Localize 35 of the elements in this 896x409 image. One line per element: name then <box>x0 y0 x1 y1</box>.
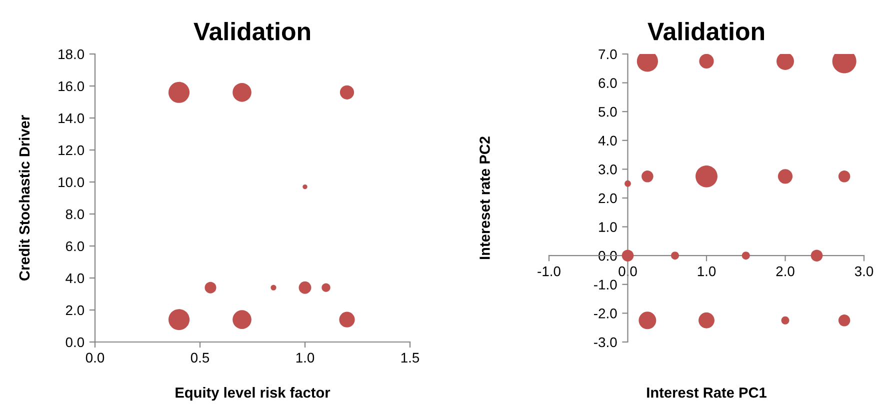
y-tick-label: 7.0 <box>598 49 617 60</box>
y-tick-label: 6.0 <box>598 78 617 88</box>
y-tick-label: 2.0 <box>66 305 84 316</box>
x-axis-title: Interest Rate PC1 <box>647 387 766 398</box>
x-tick-label: 3.0 <box>854 266 874 276</box>
y-tick-label: 4.0 <box>66 273 84 284</box>
y-axis-title: Intereset rate PC2 <box>480 136 490 260</box>
y-tick-label: 10.0 <box>58 177 84 188</box>
x-tick-label: 2.0 <box>776 266 794 276</box>
y-tick-label: 12.0 <box>58 145 84 156</box>
y-tick-label: 3.0 <box>598 164 617 174</box>
y-tick-label: 6.0 <box>66 241 84 252</box>
y-tick-label: 1.0 <box>599 222 617 232</box>
y-tick-label: 16.0 <box>58 81 84 92</box>
y-axis-title: Credit Stochastic Driver <box>18 115 30 280</box>
x-tick-label: 0.0 <box>86 352 104 363</box>
y-tick-label: 8.0 <box>66 209 84 220</box>
y-tick-label: 0.0 <box>66 337 84 348</box>
y-tick-label: -3.0 <box>594 337 617 348</box>
x-tick-label: 1.0 <box>296 352 314 363</box>
y-tick-label: 5.0 <box>598 106 617 117</box>
x-tick-label: -1.0 <box>538 266 560 276</box>
x-tick-label: 1.5 <box>401 352 420 363</box>
x-tick-label: 0.5 <box>190 352 210 363</box>
y-tick-label: 14.0 <box>58 113 84 124</box>
y-tick-label: 18.0 <box>58 49 84 60</box>
y-tick-label: 2.0 <box>598 193 617 204</box>
y-tick-label: -2.0 <box>594 308 617 318</box>
y-tick-label: -1.0 <box>594 280 617 290</box>
chart-title: Validation <box>194 22 310 40</box>
x-tick-label: 0.0 <box>618 266 637 276</box>
y-tick-label: 4.0 <box>598 136 617 146</box>
x-axis-title: Equity level risk factor <box>176 387 330 401</box>
x-tick-label: 1.0 <box>698 266 716 276</box>
chart-title: Validation <box>648 22 764 40</box>
